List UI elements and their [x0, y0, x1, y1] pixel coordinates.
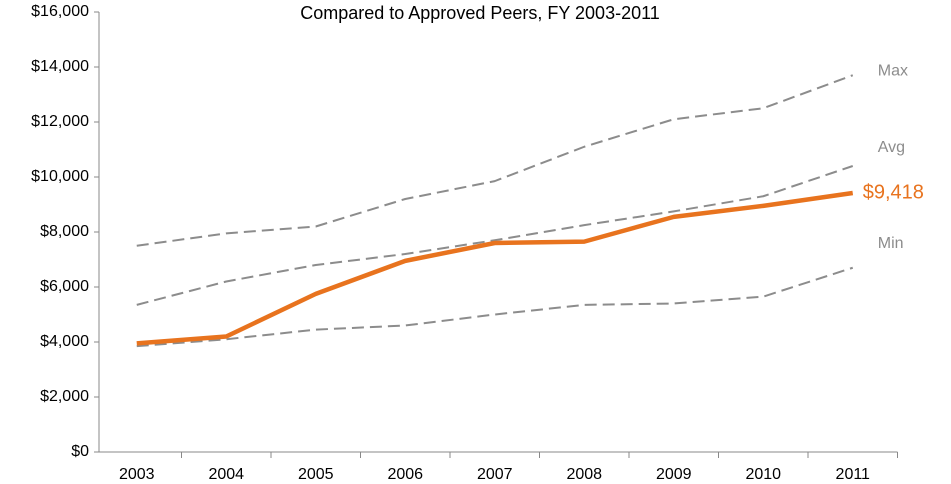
y-tick-label: $10,000	[31, 168, 89, 185]
x-tick-label: 2010	[745, 466, 781, 483]
y-tick-label: $8,000	[40, 223, 89, 240]
y-tick-label: $2,000	[40, 388, 89, 405]
y-tick-label: $14,000	[31, 58, 89, 75]
x-tick-label: 2011	[836, 466, 871, 483]
series-line	[136, 165, 854, 306]
y-tick-label: $6,000	[40, 278, 89, 295]
series-line	[136, 266, 854, 348]
x-tick-label: 2004	[208, 466, 244, 483]
x-tick-label: 2009	[656, 466, 692, 483]
y-tick-label: $12,000	[31, 113, 89, 130]
series-line	[136, 74, 854, 247]
x-tick-label: 2006	[387, 466, 423, 483]
series-line	[136, 190, 854, 346]
x-tick-label: 2007	[477, 466, 513, 483]
x-tick-label: 2003	[119, 466, 155, 483]
y-tick-label: $16,000	[31, 3, 89, 20]
x-tick-label: 2008	[566, 466, 602, 483]
series-label: Avg	[878, 139, 905, 156]
data-label: $9,418	[863, 181, 924, 203]
series-label: Min	[878, 235, 904, 252]
y-tick-label: $0	[71, 443, 89, 460]
y-tick-label: $4,000	[40, 333, 89, 350]
chart-title: Compared to Approved Peers, FY 2003-2011	[300, 3, 660, 23]
series-label: Max	[878, 62, 908, 79]
x-tick-label: 2005	[298, 466, 334, 483]
